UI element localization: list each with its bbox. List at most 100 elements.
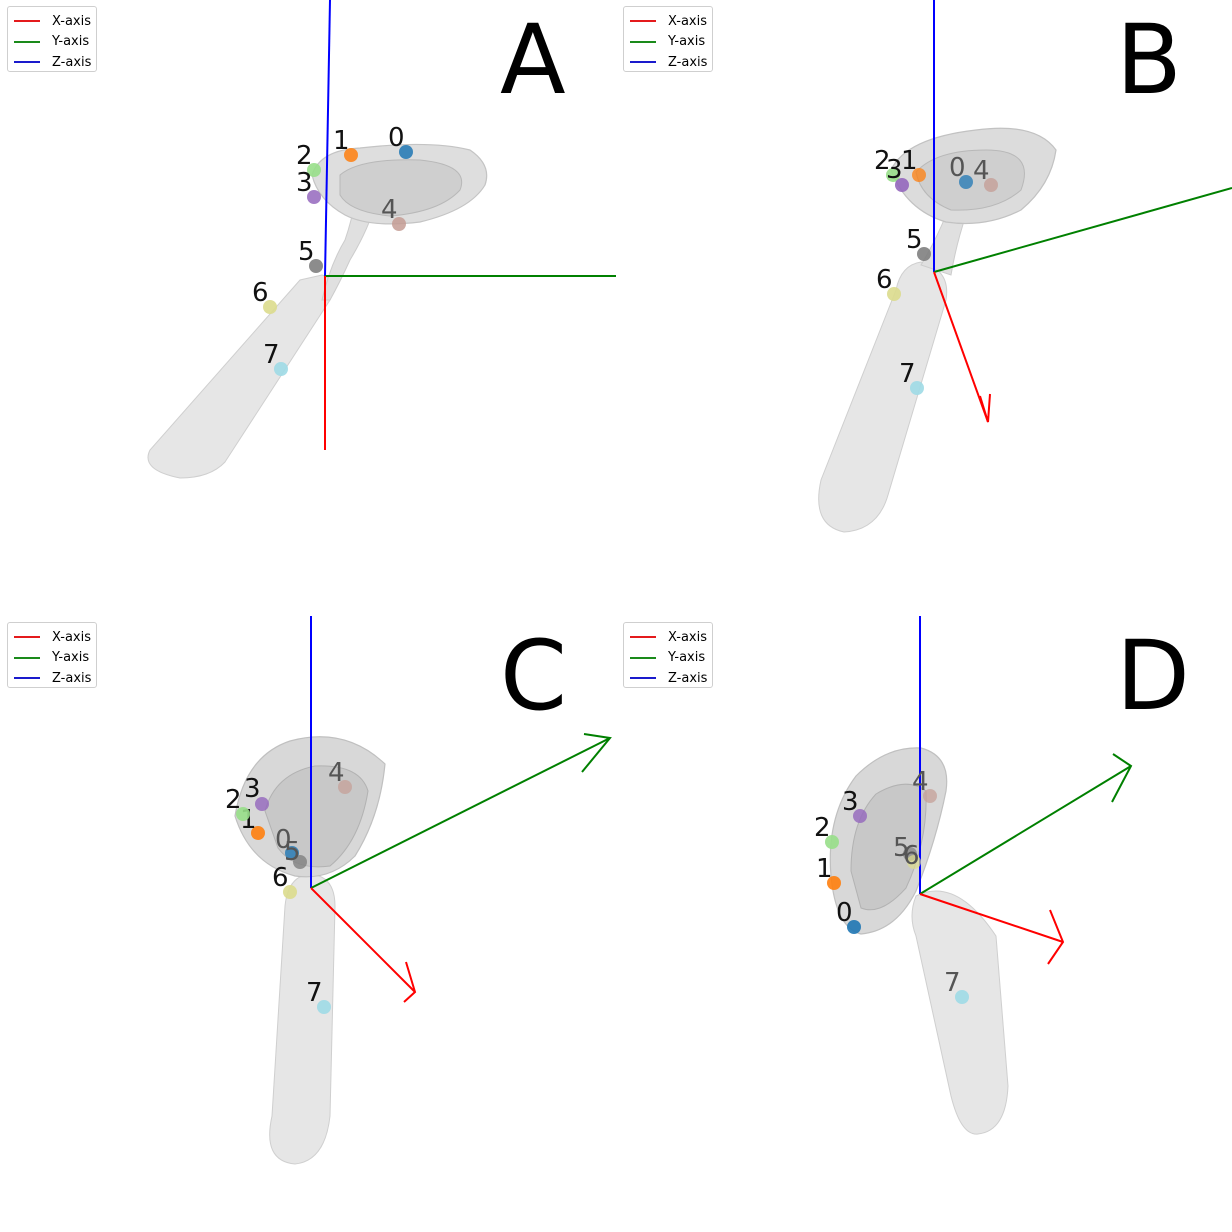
landmark-6 bbox=[887, 287, 901, 301]
landmark-label-2: 2 bbox=[874, 146, 891, 176]
legend-entry-y: Y-axis bbox=[14, 32, 96, 53]
panel-b: 0 1 2 3 4 5 6 7 X-axis Y-axis Z-axis B bbox=[616, 0, 1232, 616]
legend-entry-x: X-axis bbox=[630, 11, 712, 32]
landmark-4 bbox=[923, 789, 937, 803]
panel-c: 0 1 2 3 4 5 6 7 X-axis Y-axis Z-axis C bbox=[0, 616, 616, 1232]
landmark-label-1: 1 bbox=[816, 854, 833, 884]
panel-c-view: 0 1 2 3 4 5 6 7 bbox=[225, 616, 612, 1165]
y-axis-arrowhead bbox=[1111, 753, 1133, 803]
panel-a: 0 1 2 3 4 5 6 7 X-axis Y-axis Z-axis A bbox=[0, 0, 616, 616]
landmark-7 bbox=[274, 362, 288, 376]
landmark-2 bbox=[825, 835, 839, 849]
panel-a-view: 0 1 2 3 4 5 6 7 bbox=[147, 0, 616, 479]
y-axis-line bbox=[919, 765, 1132, 895]
landmark-7 bbox=[955, 990, 969, 1004]
panel-d: 0 1 2 3 4 5 6 7 X-axis Y-axis Z-axis D bbox=[616, 616, 1232, 1232]
landmark-2 bbox=[886, 168, 900, 182]
landmark-2 bbox=[236, 807, 250, 821]
x-axis-line bbox=[919, 893, 1064, 943]
legend-entry-y: Y-axis bbox=[14, 648, 96, 669]
legend-entry-x: X-axis bbox=[630, 627, 712, 648]
landmark-label-3: 3 bbox=[842, 787, 859, 817]
legend-entry-z: Z-axis bbox=[14, 668, 96, 689]
landmark-1 bbox=[912, 168, 926, 182]
axis-legend: X-axis Y-axis Z-axis bbox=[623, 622, 713, 688]
landmark-label-2: 2 bbox=[814, 813, 831, 843]
landmark-label-6: 6 bbox=[272, 863, 289, 893]
landmark-6 bbox=[907, 855, 921, 869]
legend-entry-x: X-axis bbox=[14, 627, 96, 648]
landmark-label-0: 0 bbox=[275, 825, 292, 855]
landmark-7 bbox=[910, 381, 924, 395]
landmark-5 bbox=[917, 247, 931, 261]
panel-letter-a: A bbox=[500, 4, 566, 116]
legend-entry-z: Z-axis bbox=[630, 668, 712, 689]
landmark-label-2: 2 bbox=[225, 785, 242, 815]
landmark-7 bbox=[317, 1000, 331, 1014]
landmark-label-6: 6 bbox=[903, 841, 920, 871]
y-axis-line bbox=[310, 737, 611, 889]
landmark-label-0: 0 bbox=[388, 123, 405, 153]
landmark-label-4: 4 bbox=[328, 758, 345, 788]
x-axis-arrowhead bbox=[979, 393, 991, 423]
legend-entry-y: Y-axis bbox=[630, 648, 712, 669]
landmarks: 0 1 2 3 4 5 6 7 bbox=[252, 123, 413, 376]
landmark-label-7: 7 bbox=[306, 978, 323, 1008]
landmark-5 bbox=[293, 855, 307, 869]
legend-entry-z: Z-axis bbox=[14, 52, 96, 73]
bone-mesh bbox=[829, 747, 1009, 1135]
landmark-1 bbox=[827, 876, 841, 890]
landmark-label-3: 3 bbox=[296, 168, 313, 198]
landmark-3 bbox=[895, 178, 909, 192]
landmark-label-5: 5 bbox=[893, 833, 910, 863]
panel-b-view: 0 1 2 3 4 5 6 7 bbox=[818, 0, 1232, 533]
landmark-0 bbox=[847, 920, 861, 934]
panel-d-view: 0 1 2 3 4 5 6 7 bbox=[814, 616, 1133, 1135]
y-axis-arrowhead bbox=[581, 733, 612, 773]
legend-entry-y: Y-axis bbox=[630, 32, 712, 53]
landmark-label-3: 3 bbox=[244, 774, 261, 804]
landmark-3 bbox=[255, 797, 269, 811]
x-axis-line bbox=[933, 271, 989, 423]
landmark-0 bbox=[285, 846, 299, 860]
landmark-3 bbox=[307, 190, 321, 204]
landmark-6 bbox=[263, 300, 277, 314]
landmark-label-1: 1 bbox=[333, 126, 350, 156]
landmark-label-6: 6 bbox=[876, 265, 893, 295]
landmark-label-3: 3 bbox=[886, 155, 903, 185]
landmark-4 bbox=[984, 178, 998, 192]
landmark-3 bbox=[853, 809, 867, 823]
bone-mesh bbox=[147, 143, 488, 479]
landmark-label-2: 2 bbox=[296, 141, 313, 171]
axis-legend: X-axis Y-axis Z-axis bbox=[623, 6, 713, 72]
landmark-label-0: 0 bbox=[949, 153, 966, 183]
bone-shaft bbox=[269, 873, 336, 1165]
bone-shaft bbox=[147, 274, 334, 479]
landmark-label-4: 4 bbox=[973, 156, 990, 186]
axis-legend: X-axis Y-axis Z-axis bbox=[7, 622, 97, 688]
landmark-0 bbox=[399, 145, 413, 159]
bone-mesh bbox=[818, 127, 1057, 533]
landmark-0 bbox=[959, 175, 973, 189]
landmarks: 0 1 2 3 4 5 6 7 bbox=[225, 758, 352, 1014]
landmarks: 0 1 2 3 4 5 6 7 bbox=[814, 767, 969, 1004]
landmark-label-6: 6 bbox=[252, 278, 269, 308]
y-axis-line bbox=[933, 187, 1232, 273]
landmark-5 bbox=[309, 259, 323, 273]
landmark-1 bbox=[344, 148, 358, 162]
landmark-2 bbox=[307, 163, 321, 177]
panel-letter-c: C bbox=[500, 620, 568, 732]
landmark-label-4: 4 bbox=[381, 195, 398, 225]
legend-entry-z: Z-axis bbox=[630, 52, 712, 73]
bone-shaft bbox=[911, 890, 1009, 1135]
axis-legend: X-axis Y-axis Z-axis bbox=[7, 6, 97, 72]
landmark-1 bbox=[251, 826, 265, 840]
landmark-6 bbox=[283, 885, 297, 899]
bone-neck bbox=[920, 214, 967, 276]
legend-entry-x: X-axis bbox=[14, 11, 96, 32]
x-axis-arrowhead bbox=[403, 961, 417, 1003]
landmark-label-7: 7 bbox=[944, 968, 961, 998]
bone-shaft bbox=[818, 261, 948, 533]
bone-cavity bbox=[339, 159, 462, 217]
landmark-label-1: 1 bbox=[901, 146, 918, 176]
